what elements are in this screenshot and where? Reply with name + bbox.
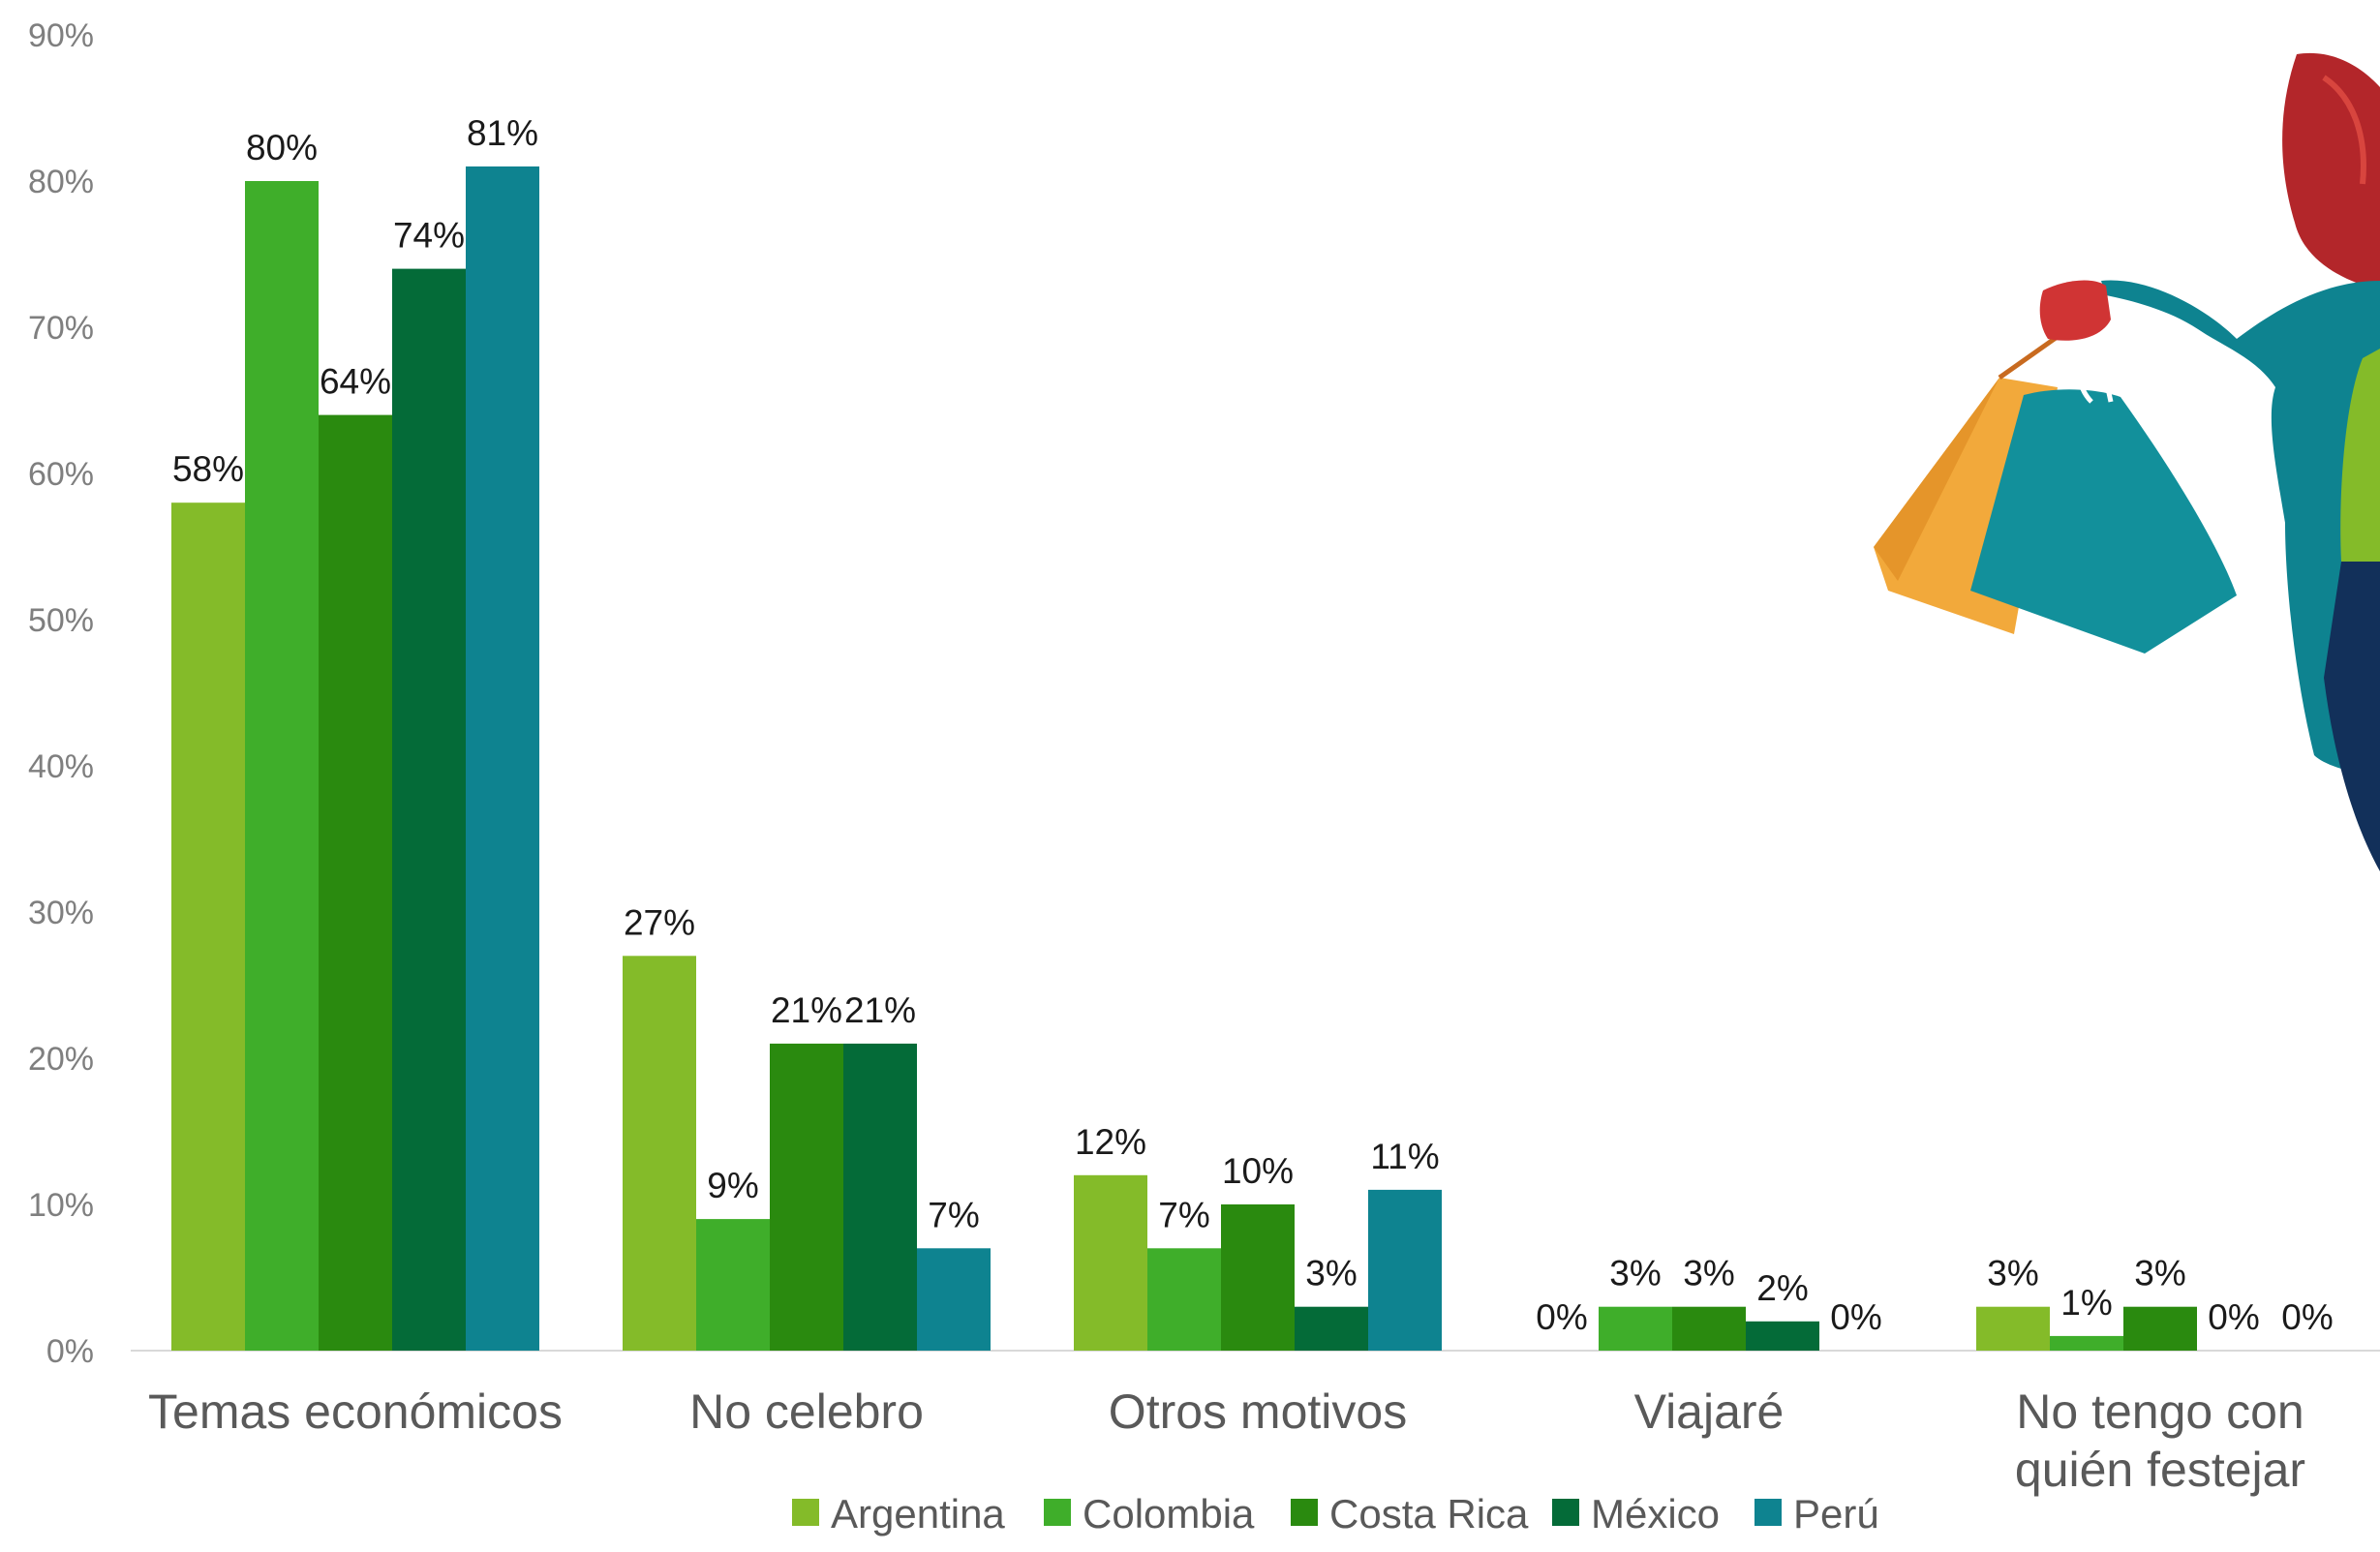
legend-swatch (1552, 1499, 1579, 1526)
legend-label: Argentina (831, 1491, 1005, 1537)
bar-méxico (1295, 1306, 1368, 1351)
bar-colombia (696, 1219, 770, 1351)
y-tick-label: 70% (28, 310, 94, 347)
bar-value-label: 21% (771, 990, 842, 1030)
bar-méxico (843, 1043, 917, 1351)
bar-value-label: 27% (624, 902, 695, 942)
legend-item: México (1552, 1491, 1720, 1537)
legend-item: Perú (1754, 1491, 1879, 1537)
legend-item: Costa Rica (1291, 1491, 1529, 1537)
legend-item: Argentina (792, 1491, 1005, 1537)
bar-argentina (1074, 1174, 1147, 1351)
bar-costa-rica (2123, 1306, 2197, 1351)
legend-swatch (1044, 1499, 1071, 1526)
y-tick-label: 80% (28, 164, 94, 200)
bar-costa-rica (770, 1043, 843, 1351)
category-label: Otros motivos (1109, 1385, 1407, 1439)
y-tick-label: 60% (28, 456, 94, 493)
orange-bag-side (1874, 378, 1999, 581)
bar-value-label: 9% (707, 1166, 758, 1205)
bar-costa-rica (1221, 1204, 1295, 1351)
legend-label: Colombia (1083, 1491, 1255, 1537)
bar-argentina (1976, 1306, 2050, 1351)
bar-value-label: 3% (2134, 1254, 2185, 1293)
y-tick-label: 30% (28, 895, 94, 931)
bar-value-label: 2% (1756, 1268, 1808, 1308)
bar-perú (1368, 1189, 1442, 1351)
plot-area: 0% 10% 20% 30% 40% 50% 60% 70% 80% 90% 58% 27% 12% 0%… (28, 17, 2380, 1497)
category-label: No tengo con (2016, 1385, 2304, 1439)
y-tick-label: 10% (28, 1187, 94, 1224)
bar-value-label: 0% (1536, 1297, 1587, 1337)
category-label: quién festejar (2015, 1443, 2305, 1497)
bar-colombia (2050, 1335, 2123, 1351)
bar-value-label: 58% (172, 449, 244, 489)
bar-value-label: 11% (1370, 1137, 1439, 1176)
bar-value-label: 3% (1683, 1254, 1734, 1293)
bar-value-label: 0% (2208, 1297, 2259, 1337)
bar-méxico (392, 268, 466, 1352)
legend-label: Costa Rica (1329, 1491, 1529, 1537)
bar-colombia (1147, 1248, 1221, 1351)
category-label: Temas económicos (148, 1385, 563, 1439)
legend-swatch (792, 1499, 819, 1526)
pants-shape (2324, 562, 2380, 871)
bar-value-label: 0% (1830, 1297, 1881, 1337)
legend-label: Perú (1793, 1491, 1879, 1537)
teal-bag (1970, 389, 2237, 654)
bar-argentina (623, 956, 696, 1351)
y-tick-label: 90% (28, 17, 94, 54)
bar-value-label: 64% (320, 362, 391, 402)
category-label: Viajaré (1634, 1385, 1785, 1439)
bar-value-label: 3% (1987, 1254, 2038, 1293)
bar-value-label: 3% (1609, 1254, 1661, 1293)
bar-value-label: 81% (467, 113, 538, 153)
bar-colombia (1599, 1306, 1672, 1351)
jacket-shape (2101, 280, 2380, 775)
legend-swatch (1291, 1499, 1318, 1526)
bar-perú (466, 166, 539, 1351)
bar-costa-rica (319, 414, 392, 1352)
bar-colombia (245, 181, 319, 1351)
legend-swatch (1754, 1499, 1782, 1526)
bar-value-label: 21% (844, 990, 916, 1030)
y-tick-label: 50% (28, 602, 94, 639)
bar-costa-rica (1672, 1306, 1746, 1351)
bar-perú (917, 1248, 991, 1351)
bar-méxico (1746, 1321, 1819, 1351)
bar-value-label: 0% (2281, 1297, 2333, 1337)
legend: Argentina Colombia Costa Rica México Perú (792, 1491, 1879, 1537)
woman-with-shopping-bags-illustration (1874, 52, 2380, 871)
top-shape (2340, 349, 2380, 562)
category-label: No celebro (689, 1385, 924, 1439)
bar-value-label: 7% (928, 1195, 979, 1234)
bar-value-label: 74% (393, 216, 465, 256)
y-tick-label: 0% (46, 1333, 94, 1370)
legend-label: México (1591, 1491, 1720, 1537)
bar-argentina (171, 502, 245, 1351)
glove-shape (2039, 280, 2111, 341)
bar-value-label: 10% (1222, 1151, 1294, 1191)
bar-value-label: 7% (1158, 1195, 1209, 1234)
y-tick-label: 40% (28, 748, 94, 785)
y-tick-label: 20% (28, 1041, 94, 1078)
bar-value-label: 80% (246, 128, 318, 167)
bar-value-label: 12% (1075, 1122, 1146, 1162)
bar-value-label: 1% (2060, 1283, 2112, 1323)
legend-item: Colombia (1044, 1491, 1255, 1537)
hair-highlight (2322, 75, 2366, 185)
bar-value-label: 3% (1305, 1254, 1357, 1293)
